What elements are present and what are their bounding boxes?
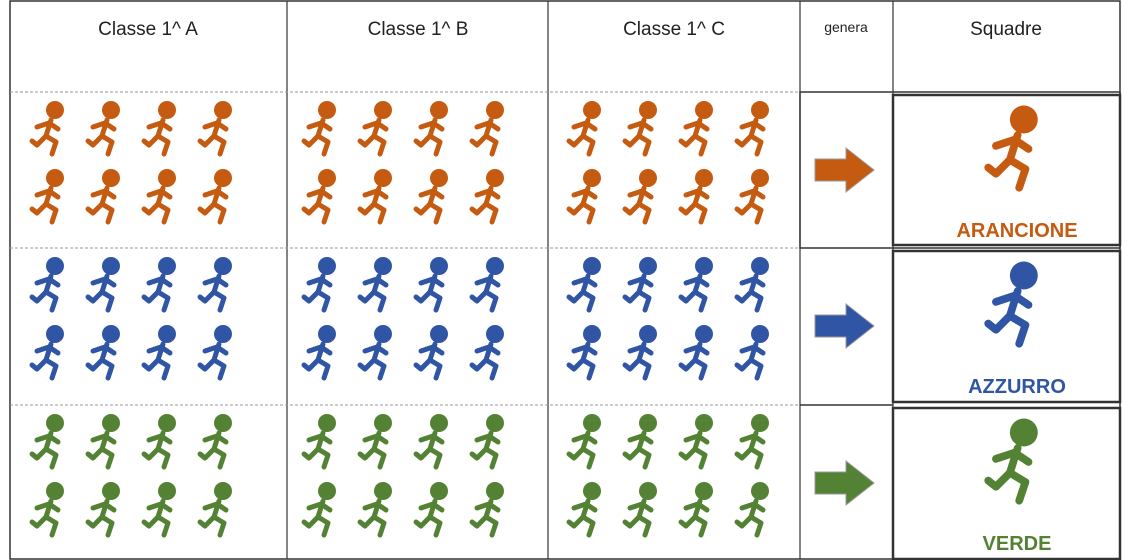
runner-icon xyxy=(32,257,64,310)
team-runner xyxy=(988,106,1038,188)
runner-icon xyxy=(416,325,448,378)
runner-icon xyxy=(416,482,448,535)
runner-icon xyxy=(304,325,336,378)
runner-icon xyxy=(472,101,504,154)
runner-icon xyxy=(472,482,504,535)
runner-icon xyxy=(625,482,657,535)
runner-icon xyxy=(200,482,232,535)
runner-icon xyxy=(32,101,64,154)
runner-icon xyxy=(360,257,392,310)
runner-icon xyxy=(304,101,336,154)
runner-icon xyxy=(737,325,769,378)
runner-icon xyxy=(200,325,232,378)
runner-icon xyxy=(304,482,336,535)
runner-icon xyxy=(681,482,713,535)
runner-icon xyxy=(32,414,64,467)
runner-icon xyxy=(569,325,601,378)
runner-icon xyxy=(472,325,504,378)
runner-icon xyxy=(569,169,601,222)
runner-icon xyxy=(569,414,601,467)
runner-icon xyxy=(88,325,120,378)
team-label: VERDE xyxy=(983,533,1052,555)
runner-icon xyxy=(88,101,120,154)
team-label: ARANCIONE xyxy=(956,220,1077,242)
runner-icon xyxy=(144,169,176,222)
runner-icon xyxy=(472,169,504,222)
runner-icon xyxy=(569,101,601,154)
runner-icon xyxy=(88,257,120,310)
runner-icon xyxy=(737,169,769,222)
runner-icon xyxy=(416,257,448,310)
runner-icon xyxy=(681,101,713,154)
column-header: Classe 1^ A xyxy=(98,19,198,40)
team-label: AZZURRO xyxy=(968,376,1066,398)
runner-icon xyxy=(144,414,176,467)
runner-icon xyxy=(360,482,392,535)
runner-icon xyxy=(416,169,448,222)
runner-icon xyxy=(88,482,120,535)
column-header: Classe 1^ B xyxy=(368,19,469,40)
runner-icon xyxy=(625,257,657,310)
runner-icon xyxy=(681,169,713,222)
runner-icon xyxy=(360,101,392,154)
arrow xyxy=(814,146,875,194)
column-header: genera xyxy=(824,19,868,35)
runner-icon xyxy=(32,169,64,222)
runner-icon xyxy=(681,257,713,310)
runner-icon xyxy=(737,257,769,310)
table-border xyxy=(9,0,1121,560)
runner-icon xyxy=(360,169,392,222)
runner-icon xyxy=(625,101,657,154)
team-runner xyxy=(988,419,1038,501)
row-lines xyxy=(10,91,800,406)
runner-icon xyxy=(472,414,504,467)
runner-icon xyxy=(625,169,657,222)
runner-icon xyxy=(625,325,657,378)
column-header: Squadre xyxy=(970,19,1042,40)
runner-icon xyxy=(737,414,769,467)
runner-icon xyxy=(32,325,64,378)
runner-icon xyxy=(304,414,336,467)
runner-icon xyxy=(304,169,336,222)
arrow xyxy=(814,302,875,350)
runner-icon xyxy=(304,257,336,310)
runner-icon xyxy=(200,101,232,154)
runner-icon xyxy=(88,414,120,467)
content: ARANCIONE AZZURRO VERDE xyxy=(32,101,1078,555)
team-boxes xyxy=(799,91,1122,560)
runner-icon xyxy=(737,482,769,535)
runner-icon xyxy=(416,414,448,467)
runner-icon xyxy=(625,414,657,467)
runner-icon xyxy=(681,414,713,467)
runner-icon xyxy=(569,257,601,310)
runner-icon xyxy=(360,325,392,378)
runner-icon xyxy=(569,482,601,535)
runner-icon xyxy=(737,101,769,154)
runner-icon xyxy=(144,482,176,535)
runner-icon xyxy=(144,257,176,310)
runner-icon xyxy=(416,101,448,154)
runner-icon xyxy=(360,414,392,467)
runner-icon xyxy=(88,169,120,222)
runner-icon xyxy=(200,414,232,467)
team-runner xyxy=(988,262,1038,344)
arrow xyxy=(814,459,875,507)
runner-icon xyxy=(32,482,64,535)
runner-icon xyxy=(144,325,176,378)
runner-icon xyxy=(144,101,176,154)
runner-icon xyxy=(200,257,232,310)
runner-icon xyxy=(472,257,504,310)
column-header: Classe 1^ C xyxy=(623,19,725,40)
runner-icon xyxy=(200,169,232,222)
runner-icon xyxy=(681,325,713,378)
